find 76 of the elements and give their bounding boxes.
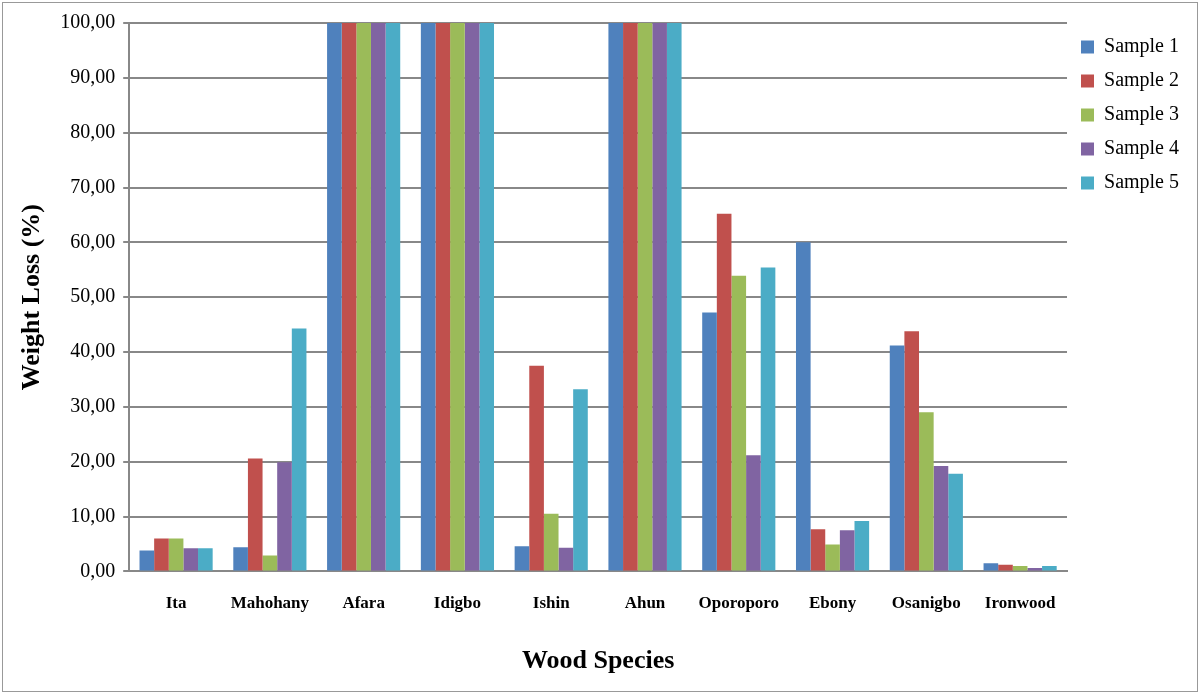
y-tick-label: 30,00 xyxy=(70,394,116,417)
bar xyxy=(839,530,855,571)
bar xyxy=(479,23,495,571)
bar xyxy=(341,23,357,571)
bar xyxy=(385,23,401,571)
bar xyxy=(854,520,870,571)
x-tick-label: Oporoporo xyxy=(698,592,780,612)
bar xyxy=(139,550,155,571)
bar xyxy=(464,23,480,571)
legend-label: Sample 2 xyxy=(1104,68,1180,92)
bar xyxy=(652,23,667,571)
bar xyxy=(558,547,574,571)
bar xyxy=(291,328,307,571)
bar xyxy=(370,23,386,571)
bar xyxy=(810,529,826,571)
x-tick-label: Afara xyxy=(342,592,386,612)
y-tick-label: 80,00 xyxy=(70,119,116,142)
bar xyxy=(543,513,559,571)
bar xyxy=(983,563,999,571)
bar xyxy=(948,473,963,571)
y-tick-label: 10,00 xyxy=(70,503,116,526)
x-tick-label: Ebony xyxy=(808,592,857,612)
bar xyxy=(998,564,1013,571)
bar xyxy=(154,538,169,571)
y-tick-label: 20,00 xyxy=(70,448,116,471)
bar xyxy=(608,23,624,571)
bar xyxy=(795,242,811,571)
bar xyxy=(716,213,732,571)
legend-label: Sample 4 xyxy=(1104,136,1180,160)
bar xyxy=(666,23,682,571)
y-tick-label: 90,00 xyxy=(70,65,116,88)
bar xyxy=(262,555,278,571)
bar xyxy=(825,544,840,571)
bar xyxy=(637,23,653,571)
bar xyxy=(760,267,776,571)
x-axis-title: Wood Species xyxy=(521,645,675,675)
bar xyxy=(919,412,934,571)
bar xyxy=(904,331,920,571)
bar xyxy=(514,546,530,571)
x-tick-label: Ironwood xyxy=(984,592,1056,612)
bar xyxy=(183,548,199,571)
bar xyxy=(168,538,184,571)
y-tick-label: 70,00 xyxy=(70,174,116,197)
legend-label: Sample 5 xyxy=(1104,170,1180,194)
bar xyxy=(233,547,248,571)
y-tick-label: 100,00 xyxy=(60,10,116,33)
bar xyxy=(327,23,342,571)
x-tick-label: Idigbo xyxy=(433,592,482,612)
bar xyxy=(623,23,638,571)
bar xyxy=(889,345,905,571)
bar xyxy=(702,312,717,571)
bar xyxy=(435,23,451,571)
legend-label: Sample 3 xyxy=(1104,102,1180,126)
x-tick-label: Ita xyxy=(165,592,187,612)
y-tick-label: 0,00 xyxy=(80,558,116,581)
bar xyxy=(198,548,213,571)
bar xyxy=(746,455,761,571)
y-tick-label: 60,00 xyxy=(70,229,116,252)
bar xyxy=(731,275,747,571)
bar xyxy=(933,466,949,571)
x-tick-label: Ishin xyxy=(532,592,571,612)
bar xyxy=(420,23,436,571)
legend-label: Sample 1 xyxy=(1104,34,1180,58)
bar xyxy=(529,365,544,571)
bar xyxy=(1042,565,1057,571)
x-tick-label: Ahun xyxy=(624,592,666,612)
bar xyxy=(573,389,588,571)
y-axis-title: Weight Loss (%) xyxy=(16,204,46,391)
y-tick-label: 40,00 xyxy=(70,339,116,362)
bar xyxy=(277,462,292,571)
y-tick-label: 50,00 xyxy=(70,284,116,307)
bar xyxy=(356,23,371,571)
bar xyxy=(247,458,263,571)
bar xyxy=(450,23,465,571)
x-tick-label: Mahohany xyxy=(230,592,310,612)
x-tick-label: Osanigbo xyxy=(891,592,961,612)
